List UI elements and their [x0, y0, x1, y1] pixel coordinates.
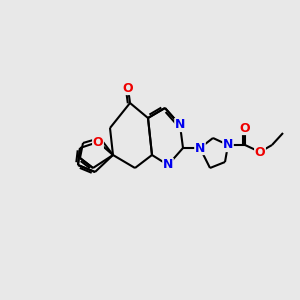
Text: N: N	[223, 139, 233, 152]
Text: O: O	[123, 82, 133, 94]
Text: O: O	[255, 146, 265, 158]
Text: N: N	[175, 118, 185, 131]
Text: O: O	[93, 136, 103, 148]
Text: N: N	[195, 142, 205, 154]
Text: O: O	[240, 122, 250, 134]
Text: N: N	[163, 158, 173, 172]
